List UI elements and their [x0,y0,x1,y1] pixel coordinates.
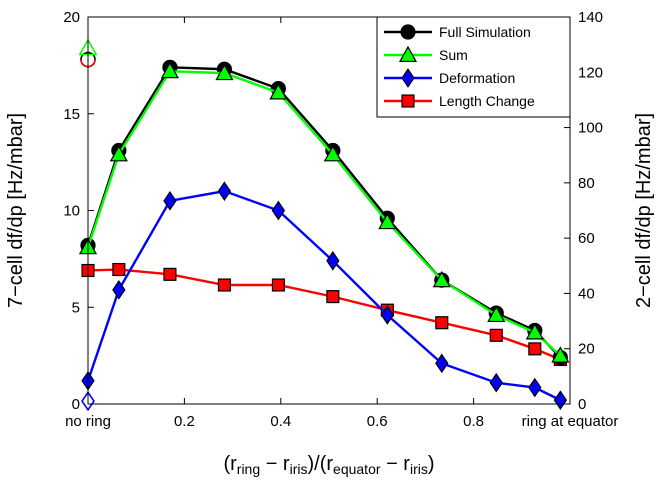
diamond-marker [553,390,568,410]
series-deformation [81,181,568,410]
y-left-tick-label: 5 [72,299,80,316]
y-left-tick-label: 10 [63,203,80,220]
triangle-marker [215,63,234,81]
x-axis-title-part: − r [260,453,290,475]
diamond-marker [217,181,232,201]
y-right-tick-label: 120 [578,64,603,81]
x-tick-label: 0.6 [367,413,388,430]
x-tick-label: ring at equator [522,413,619,430]
y-right-tick-label: 100 [578,120,603,137]
y-right-tick-label: 0 [578,396,586,413]
x-axis-title-part: (r [223,453,237,475]
square-marker [528,342,542,356]
y-axis-left-title: 7−cell df/dp [Hz/mbar] [5,113,27,308]
diamond-marker [435,353,449,374]
square-marker [326,290,340,304]
square-marker [271,278,285,292]
diamond-marker [380,305,394,325]
x-tick-label: no ring [65,413,111,430]
diamond-marker [112,280,126,300]
legend-item-full-simulation: Full Simulation [384,24,531,40]
circle-marker [400,24,416,40]
triangle-marker [109,145,128,162]
square-marker [217,278,231,292]
series-sum [78,61,570,363]
legend-label: Length Change [439,93,535,109]
diamond-marker [489,372,503,393]
diamond-marker [81,390,95,412]
x-axis-title-subscript: ring [237,461,260,477]
triangle-marker [269,83,288,100]
legend-item-deformation: Deformation [384,68,515,88]
x-axis-title-subscript: equator [333,461,381,477]
x-axis-title-subscript: iris [290,461,308,477]
square-marker [112,262,126,277]
legend: Full Simulation Sum Deformation Length Chan… [376,16,571,118]
square-marker [435,316,449,330]
y-right-tick-label: 60 [578,230,595,247]
legend-item-sum: Sum [384,45,468,63]
x-axis-title: (rring − riris)/(requator − riris) [223,453,434,477]
x-tick-label: 0.8 [463,413,484,430]
diamond-marker [271,200,286,221]
y-left-tick-label: 15 [63,106,80,123]
square-marker [489,328,503,342]
triangle-marker [398,45,418,63]
diamond-marker [401,68,415,88]
triangle-marker [551,346,570,363]
y-right-tick-label: 40 [578,285,595,302]
y-right-tick-label: 140 [578,9,603,26]
square-marker [163,267,177,281]
x-axis-title-part: )/(r [307,453,333,475]
triangle-marker [323,145,342,162]
square-marker [401,94,415,108]
x-tick-label: 0.4 [270,413,291,430]
series-layer [78,38,570,412]
diamond-marker [528,377,542,398]
y-left-tick-label: 20 [63,9,80,26]
legend-label: Full Simulation [439,24,531,40]
triangle-marker [525,323,544,340]
x-axis-title-part: − r [381,453,411,475]
legend-label: Deformation [439,70,515,86]
y-right-tick-label: 80 [578,175,595,192]
y-axis-right-title: 2−cell df/dp [Hz/mbar] [633,113,655,308]
legend-item-length-change: Length Change [384,93,535,109]
x-tick-label: 0.2 [174,413,195,430]
triangle-marker [432,270,451,288]
x-axis-title-subscript: iris [410,461,428,477]
legend-label: Sum [439,47,468,63]
x-axis-title-part: ) [428,453,435,475]
y-left-tick-label: 0 [72,396,80,413]
diamond-marker [163,191,177,211]
triangle-marker [378,212,397,230]
triangle-marker [487,305,506,323]
triangle-marker [160,61,180,79]
y-right-tick-label: 20 [578,341,595,358]
diamond-marker [326,250,340,271]
